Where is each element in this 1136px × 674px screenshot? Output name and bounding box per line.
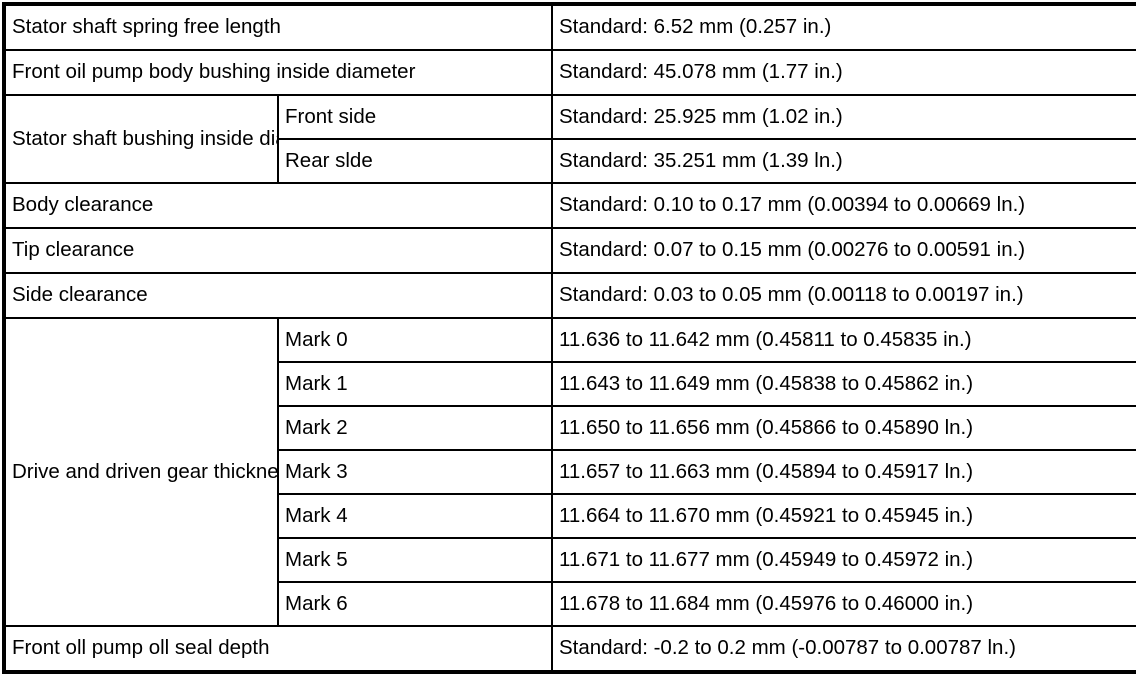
- row-value: Standard: 35.251 mm (1.39 ln.): [551, 138, 1136, 184]
- table-row: Mark 5 11.671 to 11.677 mm (0.45949 to 0.…: [4, 537, 1136, 583]
- table-row: Mark 1 11.643 to 11.649 mm (0.45838 to 0.…: [4, 361, 1136, 407]
- row-label: Front oll pump oll seal depth: [3, 625, 553, 673]
- row-sublabel: Mark 0: [277, 317, 553, 363]
- row-sublabel: Rear slde: [277, 138, 553, 184]
- table-row: Rear slde Standard: 35.251 mm (1.39 ln.): [4, 138, 1136, 184]
- row-value: 11.636 to 11.642 mm (0.45811 to 0.45835 …: [551, 317, 1136, 363]
- row-sublabel: Mark 2: [277, 405, 553, 451]
- row-sublabel: Mark 5: [277, 537, 553, 583]
- row-value: 11.678 to 11.684 mm (0.45976 to 0.46000 …: [551, 581, 1136, 627]
- row-value: Standard: 25.925 mm (1.02 in.): [551, 94, 1136, 140]
- row-value: Standard: 0.03 to 0.05 mm (0.00118 to 0.…: [551, 272, 1136, 319]
- table-row: Body clearance Standard: 0.10 to 0.17 mm …: [3, 182, 1136, 229]
- row-label: Side clearance: [3, 272, 553, 319]
- row-value: 11.671 to 11.677 mm (0.45949 to 0.45972 …: [551, 537, 1136, 583]
- row-label: Body clearance: [3, 182, 553, 229]
- row-sublabel: Front side: [277, 94, 553, 140]
- table-row: Front oil pump body bushing inside diame…: [3, 49, 1136, 96]
- table-row: Mark 3 11.657 to 11.663 mm (0.45894 to 0.…: [4, 449, 1136, 495]
- table-row: Side clearance Standard: 0.03 to 0.05 mm …: [3, 272, 1136, 319]
- row-sublabel: Mark 4: [277, 493, 553, 539]
- table-row: Stator shaft spring free length Standard:…: [3, 3, 1136, 51]
- table-row: Tip clearance Standard: 0.07 to 0.15 mm (…: [3, 227, 1136, 274]
- row-value: 11.643 to 11.649 mm (0.45838 to 0.45862 …: [551, 361, 1136, 407]
- row-label: Tip clearance: [3, 227, 553, 274]
- row-value: Standard: 0.07 to 0.15 mm (0.00276 to 0.…: [551, 227, 1136, 274]
- row-label: Stator shaft spring free length: [3, 3, 553, 51]
- row-value: Standard: 45.078 mm (1.77 in.): [551, 49, 1136, 96]
- table-row: Drive and driven gear thickness Mark 0 11.…: [3, 317, 1136, 627]
- row-value: 11.657 to 11.663 mm (0.45894 to 0.45917 …: [551, 449, 1136, 495]
- table-row: Mark 4 11.664 to 11.670 mm (0.45921 to 0.…: [4, 493, 1136, 539]
- row-label: Stator shaft bushing inside diameter: [3, 94, 279, 184]
- row-value: Standard: 6.52 mm (0.257 in.): [551, 3, 1136, 51]
- specification-table-body: Stator shaft spring free length Standard:…: [3, 3, 1136, 673]
- row-sublabel: Mark 6: [277, 581, 553, 627]
- row-sublabel: Mark 3: [277, 449, 553, 495]
- table-row: Mark 6 11.678 to 11.684 mm (0.45976 to 0.…: [4, 581, 1136, 627]
- row-value: 11.664 to 11.670 mm (0.45921 to 0.45945 …: [551, 493, 1136, 539]
- row-value: 11.650 to 11.656 mm (0.45866 to 0.45890 …: [551, 405, 1136, 451]
- table-row: Front oll pump oll seal depth Standard: -…: [3, 625, 1136, 673]
- row-value: Standard: 0.10 to 0.17 mm (0.00394 to 0.…: [551, 182, 1136, 229]
- row-label: Drive and driven gear thickness: [3, 317, 279, 627]
- table-row: Stator shaft bushing inside diameterFron…: [3, 94, 1136, 184]
- row-sublabel: Mark 1: [277, 361, 553, 407]
- row-label: Front oil pump body bushing inside diame…: [3, 49, 553, 96]
- row-value: Standard: -0.2 to 0.2 mm (-0.00787 to 0.…: [551, 625, 1136, 673]
- table-row: Mark 2 11.650 to 11.656 mm (0.45866 to 0.…: [4, 405, 1136, 451]
